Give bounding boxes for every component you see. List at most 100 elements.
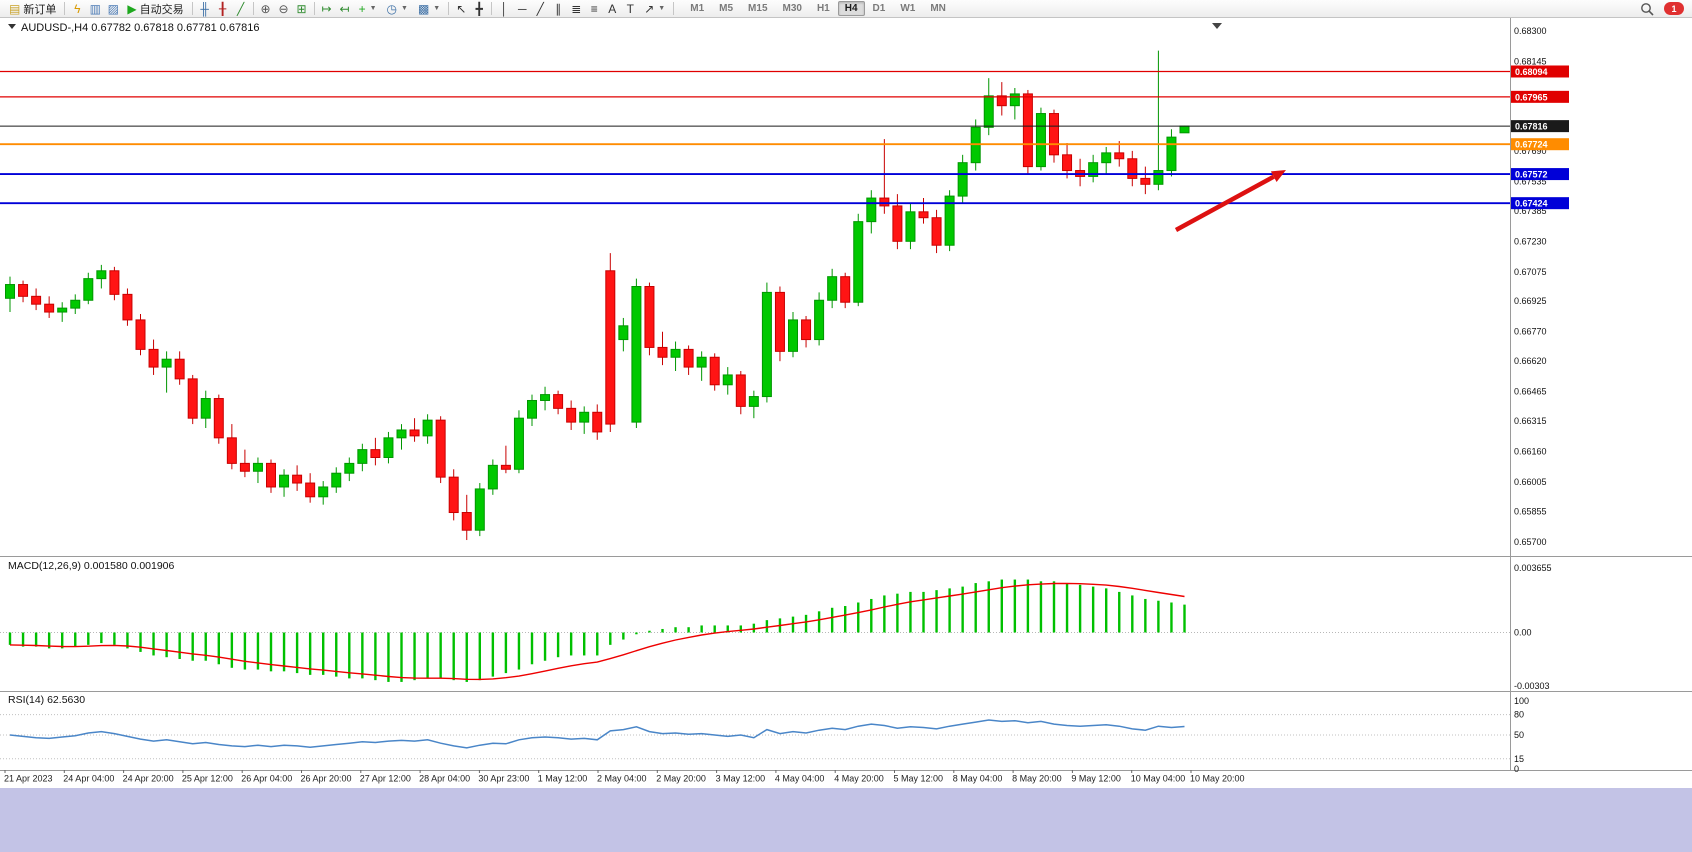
autotrading-glyph-icon: ▶ (127, 1, 137, 16)
data-window-icon[interactable]: ▨ (104, 1, 122, 17)
fibonacci-tool-icon[interactable]: ≣ (567, 1, 585, 17)
candle-down (1062, 154, 1073, 172)
candle-down (1049, 113, 1059, 156)
autotrading-button[interactable]: ▶ 自动交易 (122, 0, 188, 18)
auto-scroll-glyph-icon: ↦ (321, 1, 332, 16)
resistance-line-2-tag-label: 0.67965 (1515, 92, 1548, 102)
cursor-glyph-icon: ↖ (456, 1, 467, 16)
macd-histogram-bar (883, 595, 886, 633)
macd-axis-label: 0.003655 (1514, 563, 1552, 573)
rsi-axis-label: 100 (1514, 696, 1529, 706)
time-axis-label: 25 Apr 12:00 (182, 774, 233, 784)
objects-list-icon[interactable]: ≡ (585, 1, 603, 17)
market-watch-icon[interactable]: ▥ (86, 1, 104, 17)
trendline-glyph-icon: ╱ (536, 1, 544, 16)
macd-histogram-bar (674, 627, 677, 633)
vertical-line-tool-icon[interactable]: │ (495, 1, 513, 17)
timeframe-h4[interactable]: H4 (837, 1, 865, 16)
macd-histogram-bar (817, 611, 821, 633)
line-chart-icon[interactable]: ╱ (232, 1, 250, 17)
auto-scroll-icon[interactable]: ↦ (318, 1, 336, 17)
timeframe-m5[interactable]: M5 (719, 3, 734, 14)
candle-up (344, 462, 355, 474)
time-axis-label: 8 May 20:00 (1012, 774, 1062, 784)
arrows-tool-icon[interactable]: ↗ ▼ (639, 0, 670, 18)
horizontal-line-tool-icon[interactable]: ─ (513, 1, 531, 17)
macd-histogram-bar (21, 632, 25, 647)
timeframe-h1[interactable]: H1 (816, 3, 830, 14)
crosshair-tool-icon[interactable]: ╋ (470, 1, 488, 17)
price-axis-label: 0.67385 (1514, 206, 1547, 216)
charts-icon[interactable]: ϟ (68, 1, 86, 17)
chevron-down-icon: ▼ (433, 5, 441, 12)
macd-histogram-bar (1039, 581, 1043, 633)
new-order-button[interactable]: ▤ 新订单 (4, 0, 61, 18)
collapse-triangle-icon[interactable] (8, 24, 16, 29)
periods-button[interactable]: ◷ ▼ (382, 0, 413, 18)
time-axis-label: 2 May 04:00 (597, 774, 647, 784)
macd-histogram-bar (1170, 602, 1173, 633)
indicators-button[interactable]: + ▼ (354, 0, 382, 18)
macd-histogram-bar (935, 590, 938, 633)
macd-histogram-bar (713, 625, 716, 633)
candlestick-chart-icon[interactable]: ╂ (214, 1, 232, 17)
time-axis-label: 9 May 12:00 (1071, 774, 1121, 784)
zoom-in-icon[interactable]: ⊕ (257, 1, 275, 17)
tile-windows-icon[interactable]: ⊞ (293, 1, 311, 17)
label-tool-icon[interactable]: T (621, 1, 639, 17)
notification-badge[interactable]: 1 (1664, 2, 1684, 15)
macd-histogram-bar (857, 602, 860, 633)
candlestick-chart-glyph-icon: ╂ (218, 1, 227, 16)
macd-histogram-bar (8, 632, 12, 645)
macd-histogram-bar (844, 606, 847, 633)
text-tool-icon[interactable]: A (603, 1, 621, 17)
timeframe-m15[interactable]: M15 (748, 3, 768, 14)
toolbar: ▤ 新订单 ϟ ▥ ▨ ▶ 自动交易 ╫ ╂ ╱ ⊕ ⊖ ⊞ ↦ ↤ + ▼ ◷ ▼ ▩ ▼ ↖ ╋ │ ─ ╱ ∥ ≣ ≡ A T ↗ ▼ M… (0, 0, 1692, 18)
timeframe-mn[interactable]: MN (930, 3, 946, 14)
timeframe-w1[interactable]: W1 (900, 3, 916, 14)
chart-shift-icon[interactable]: ↤ (336, 1, 354, 17)
trendline-tool-icon[interactable]: ╱ (531, 1, 549, 17)
macd-histogram-bar (374, 632, 377, 681)
vertical-line-glyph-icon: │ (500, 1, 508, 16)
price-axis-label: 0.68300 (1514, 26, 1547, 36)
candle-down (683, 348, 694, 368)
search-icon[interactable] (1638, 1, 1656, 17)
trend-arrow[interactable] (1174, 174, 1275, 232)
charts-glyph-icon: ϟ (74, 1, 81, 16)
candle-up (631, 286, 642, 423)
time-axis-label: 1 May 12:00 (538, 774, 588, 784)
macd-histogram-bar (909, 591, 912, 633)
support-line-2-tag-label: 0.67424 (1515, 199, 1548, 209)
toolbar-separator (673, 2, 675, 15)
indicators-glyph-icon: + (358, 1, 366, 16)
zoom-out-icon[interactable]: ⊖ (275, 1, 293, 17)
macd-histogram-bar (870, 598, 873, 633)
macd-histogram-bar (478, 632, 481, 681)
candle-up (527, 399, 537, 419)
chevron-down-icon: ▼ (401, 5, 408, 12)
scroll-position-marker[interactable] (1212, 23, 1222, 29)
candle-up (1101, 152, 1112, 164)
cursor-tool-icon[interactable]: ↖ (452, 1, 470, 17)
chart-header: AUDUSD-,H4 0.67782 0.67818 0.67781 0.678… (21, 22, 260, 34)
rsi-axis-label: 0 (1514, 764, 1519, 774)
macd-histogram-bar (87, 632, 90, 645)
timeframe-m30[interactable]: M30 (782, 3, 802, 14)
macd-histogram-bar (974, 583, 977, 633)
timeframe-m1[interactable]: M1 (690, 3, 705, 14)
candle-up (357, 449, 368, 464)
macd-histogram-bar (426, 632, 429, 679)
macd-histogram-bar (230, 632, 234, 668)
macd-histogram-bar (465, 632, 468, 682)
price-axis-label: 0.66925 (1514, 296, 1547, 306)
templates-button[interactable]: ▩ ▼ (413, 0, 445, 18)
candle-up (83, 278, 94, 301)
trend-arrow-head[interactable] (1270, 170, 1286, 182)
channel-tool-icon[interactable]: ∥ (549, 1, 567, 17)
timeframe-d1[interactable]: D1 (872, 3, 886, 14)
arrows-glyph-icon: ↗ (644, 1, 655, 16)
candle-up (279, 474, 290, 488)
bar-chart-icon[interactable]: ╫ (196, 1, 214, 17)
candle-down (174, 358, 185, 380)
